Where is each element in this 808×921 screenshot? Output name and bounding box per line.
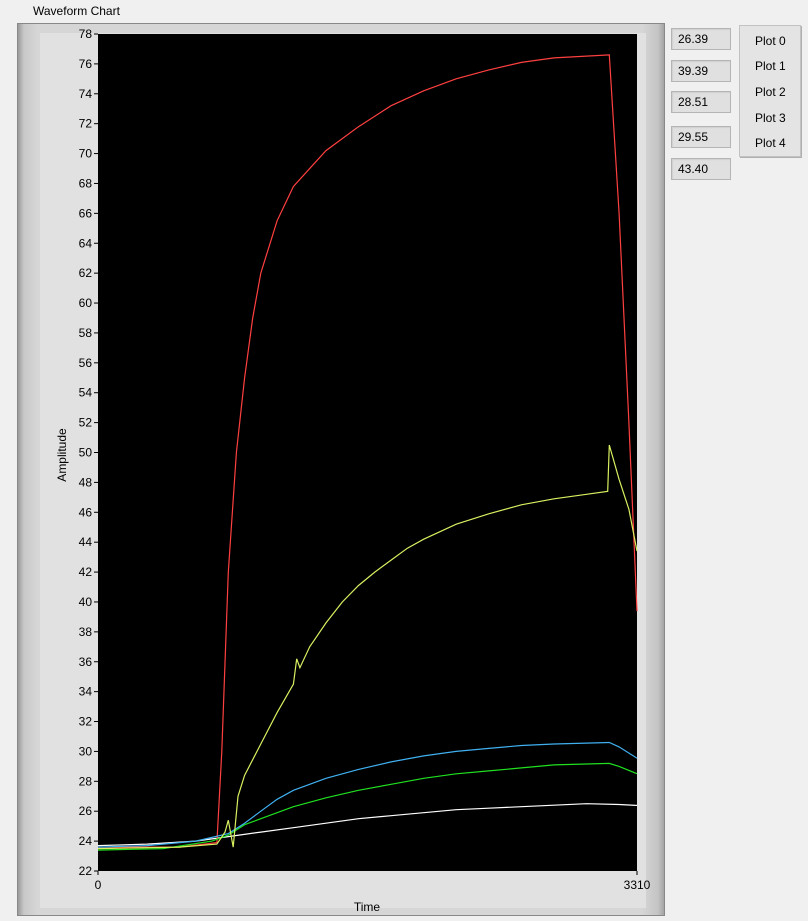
y-tick-label: 78 <box>79 27 93 41</box>
x-axis-label: Time <box>354 900 381 914</box>
y-tick-label: 56 <box>79 356 93 370</box>
plot-4-value-readout: 43.40 <box>671 158 731 180</box>
plot-2-value-readout: 28.51 <box>671 91 731 113</box>
plot-legend[interactable]: Plot 0 Plot 1 Plot 2 Plot 3 Plot 4 <box>739 25 801 157</box>
plot-area[interactable] <box>98 34 637 871</box>
y-tick-label: 46 <box>79 505 93 519</box>
y-tick-label: 64 <box>79 236 93 250</box>
y-tick-label: 28 <box>79 774 93 788</box>
y-tick-label: 68 <box>79 176 93 190</box>
y-tick-label: 54 <box>79 386 93 400</box>
series-line-plot-2 <box>97 762 638 851</box>
y-tick-label: 42 <box>79 565 93 579</box>
y-tick-label: 76 <box>79 57 93 71</box>
y-tick-label: 36 <box>79 655 93 669</box>
y-tick-label: 22 <box>79 864 93 878</box>
y-tick-label: 24 <box>79 834 93 848</box>
plot-0-value-readout: 26.39 <box>671 28 731 50</box>
x-tick-label: 3310 <box>624 878 651 892</box>
y-tick-label: 26 <box>79 804 93 818</box>
legend-item-plot-0[interactable]: Plot 0 <box>755 34 786 48</box>
y-tick-label: 32 <box>79 715 93 729</box>
axis-layer: 22 24 26 28 30 32 34 36 38 40 42 44 46 48 50 52 54 56 58 60… <box>79 27 651 892</box>
y-tick-label: 72 <box>79 117 93 131</box>
y-tick-label: 34 <box>79 685 93 699</box>
legend-item-plot-1[interactable]: Plot 1 <box>755 59 786 73</box>
y-tick-label: 30 <box>79 744 93 758</box>
series-line-plot-1 <box>98 54 638 848</box>
plot-1-value-readout: 39.39 <box>671 60 731 82</box>
legend-item-plot-3[interactable]: Plot 3 <box>755 111 786 125</box>
y-tick-label: 44 <box>79 535 93 549</box>
y-tick-label: 66 <box>79 206 93 220</box>
y-tick-label: 52 <box>79 416 93 430</box>
series-line-plot-4 <box>97 444 638 850</box>
y-tick-label: 50 <box>79 446 93 460</box>
y-axis-label: Amplitude <box>55 428 69 482</box>
x-tick-label: 0 <box>95 878 102 892</box>
series-line-plot-3 <box>97 741 638 848</box>
y-tick-label: 60 <box>79 296 93 310</box>
y-tick-label: 70 <box>79 147 93 161</box>
y-tick-label: 38 <box>79 625 93 639</box>
y-tick-label: 74 <box>79 87 93 101</box>
series-layer <box>97 54 638 851</box>
y-tick-label: 62 <box>79 266 93 280</box>
chart-title: Waveform Chart <box>33 4 120 18</box>
legend-item-plot-2[interactable]: Plot 2 <box>755 85 786 99</box>
plot-3-value-readout: 29.55 <box>671 126 731 148</box>
y-tick-label: 58 <box>79 326 93 340</box>
legend-item-plot-4[interactable]: Plot 4 <box>755 136 786 150</box>
y-tick-label: 48 <box>79 475 93 489</box>
y-tick-label: 40 <box>79 595 93 609</box>
